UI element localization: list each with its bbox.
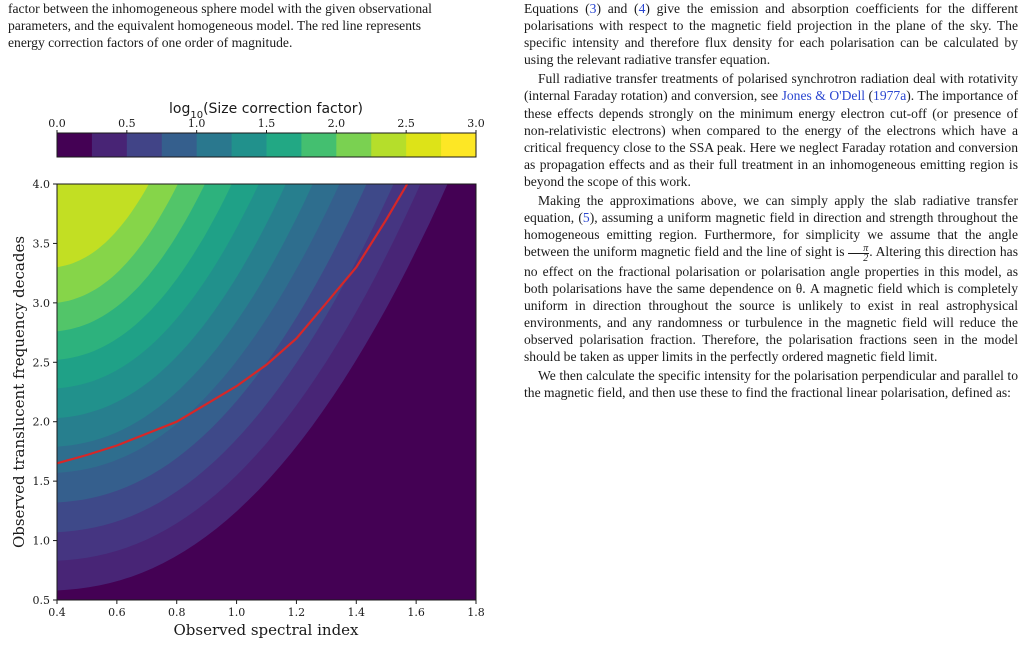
x-axis-label: Observed spectral index [173,621,359,639]
paragraph-emission-coefficients: Equations (3) and (4) give the emission … [524,0,1018,68]
colorbar-segment [301,133,337,157]
y-tick-label: 3.5 [33,237,51,250]
colorbar-tick-label: 3.0 [467,117,485,130]
colorbar-tick-label: 2.0 [328,117,346,130]
caption-line: energy correction factors of one order o… [8,35,293,50]
colorbar-tick-label: 0.5 [118,117,136,130]
text-run: ). The importance of these effects depen… [524,88,1018,189]
plot-frame [56,183,477,601]
paragraph-faraday-rotation: Full radiative transfer treatments of po… [524,70,1018,190]
x-tick-label: 1.8 [467,606,485,619]
x-tick-label: 1.0 [228,606,246,619]
y-tick-label: 1.5 [33,475,51,488]
citation-link[interactable]: 5 [582,210,590,226]
red-contour-line [57,184,409,465]
text-run: ), assuming a uniform magnetic field in … [524,210,1018,260]
colorbar-frame [56,132,477,158]
colorbar-segment [406,133,442,157]
colorbar-title: log10(Size correction factor) [169,101,363,121]
figure-caption: factor between the inhomogeneous sphere … [8,0,498,51]
y-tick-label: 2.0 [33,416,51,429]
text-run: ) and ( [596,1,639,16]
citation-link[interactable]: 1977a [873,88,907,104]
y-tick-label: 2.5 [33,356,51,369]
y-axis-label: Observed translucent frequency decades [10,236,28,548]
y-tick-label: 3.0 [33,297,51,310]
contour-figure: log10(Size correction factor) 0.0 0.5 1.0 1… [0,90,500,659]
x-tick-label: 0.8 [168,606,186,619]
colorbar-segment [126,133,163,157]
colorbar-segment [57,133,93,157]
text-run: Making the approximations above, we can … [524,193,1018,226]
colorbar-tick-label: 2.5 [397,117,415,130]
x-tick-label: 1.6 [407,606,425,619]
caption-line: parameters, and the equivalent homogeneo… [8,18,422,33]
fraction-denominator: 2 [863,252,869,264]
colorbar-tick-label: 1.5 [258,117,276,130]
colorbar-segment [231,133,267,157]
x-tick-label: 0.4 [48,606,66,619]
body-text-column: Equations (3) and (4) give the emission … [524,0,1018,401]
x-tick-label: 1.4 [348,606,366,619]
colorbar-segment [91,133,128,157]
caption-line: factor between the inhomogeneous sphere … [8,1,432,16]
citation-link[interactable]: 3 [589,1,597,16]
text-run: . Altering this direction has no effect … [524,244,1018,365]
text-run: ) give the emission and absorption coeff… [524,1,1019,68]
citation-link[interactable]: 4 [638,1,646,16]
paragraph-specific-intensity: We then calculate the specific intensity… [524,368,1018,401]
colorbar-segment [371,133,407,157]
colorbar-segment [441,133,477,157]
y-tick-label: 4.0 [33,178,51,191]
colorbar-segment [266,133,302,157]
contour-plot: log10(Size correction factor) 0.0 0.5 1.0 1… [10,101,485,639]
text-run: Full radiative transfer treatments of po… [524,71,1018,104]
fraction-numerator: π [848,243,870,254]
colorbar-segment [196,133,233,157]
contour-band [57,184,149,268]
colorbar-tick-label: 1.0 [188,117,206,130]
y-tick-label: 0.5 [33,594,51,607]
citation-link[interactable]: Jones & O'Dell [781,88,865,104]
colorbar-tick-label: 0.0 [48,117,66,130]
x-tick-label: 1.2 [288,606,306,619]
paragraph-approximations: Making the approximations above, we can … [524,192,1018,365]
colorbar-segment [336,133,372,157]
x-tick-label: 0.6 [108,606,126,619]
text-run: ( [865,88,874,104]
colorbar-segment [161,133,198,157]
text-run: Equations ( [524,1,590,16]
y-tick-label: 1.0 [33,535,51,548]
